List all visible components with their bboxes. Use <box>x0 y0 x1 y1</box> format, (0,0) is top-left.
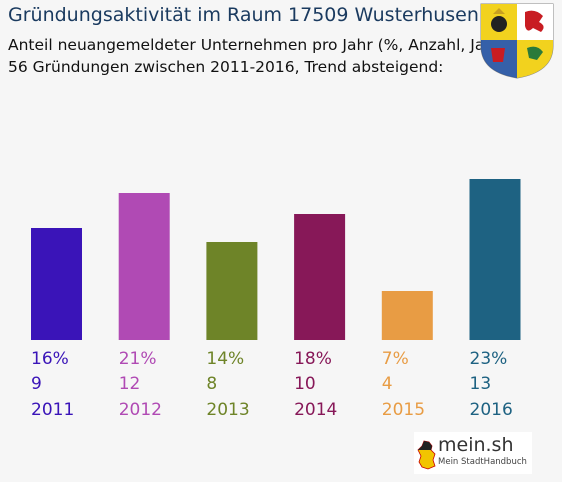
year-label-2015: 2015 <box>382 400 425 420</box>
chart-summary: 56 Gründungen zwischen 2011-2016, Trend … <box>8 58 444 76</box>
count-label-2016: 13 <box>470 374 492 394</box>
count-label-2015: 4 <box>382 374 393 394</box>
germany-map-icon <box>417 440 436 470</box>
percent-label-2015: 7% <box>382 349 409 369</box>
count-label-2013: 8 <box>206 374 217 394</box>
year-label-2013: 2013 <box>206 400 249 420</box>
chart-title: Gründungsaktivität im Raum 17509 Wusterh… <box>8 4 479 26</box>
year-label-2014: 2014 <box>294 400 337 420</box>
bar-2015 <box>381 291 433 340</box>
percent-label-2013: 14% <box>206 349 244 369</box>
chart-subtitle: Anteil neuangemeldeter Unternehmen pro J… <box>8 36 507 54</box>
percent-label-2014: 18% <box>294 349 332 369</box>
logo-tagline: Mein StadtHandbuch <box>438 457 527 467</box>
percent-label-2016: 23% <box>470 349 508 369</box>
bar-2012 <box>118 193 170 340</box>
count-label-2012: 12 <box>119 374 141 394</box>
bar-2013 <box>206 242 258 340</box>
bar-2016 <box>469 179 521 340</box>
percent-label-2012: 21% <box>119 349 157 369</box>
percent-label-2011: 16% <box>31 349 69 369</box>
year-label-2016: 2016 <box>470 400 513 420</box>
year-label-2012: 2012 <box>119 400 162 420</box>
year-label-2011: 2011 <box>31 400 74 420</box>
logo-name: mein.sh <box>438 434 514 456</box>
mein-sh-logo: mein.sh Mein StadtHandbuch <box>414 432 532 474</box>
count-label-2011: 9 <box>31 374 42 394</box>
bar-2011 <box>31 228 82 340</box>
bar-2014 <box>294 214 346 340</box>
count-label-2014: 10 <box>294 374 316 394</box>
coat-of-arms-icon <box>480 3 554 79</box>
